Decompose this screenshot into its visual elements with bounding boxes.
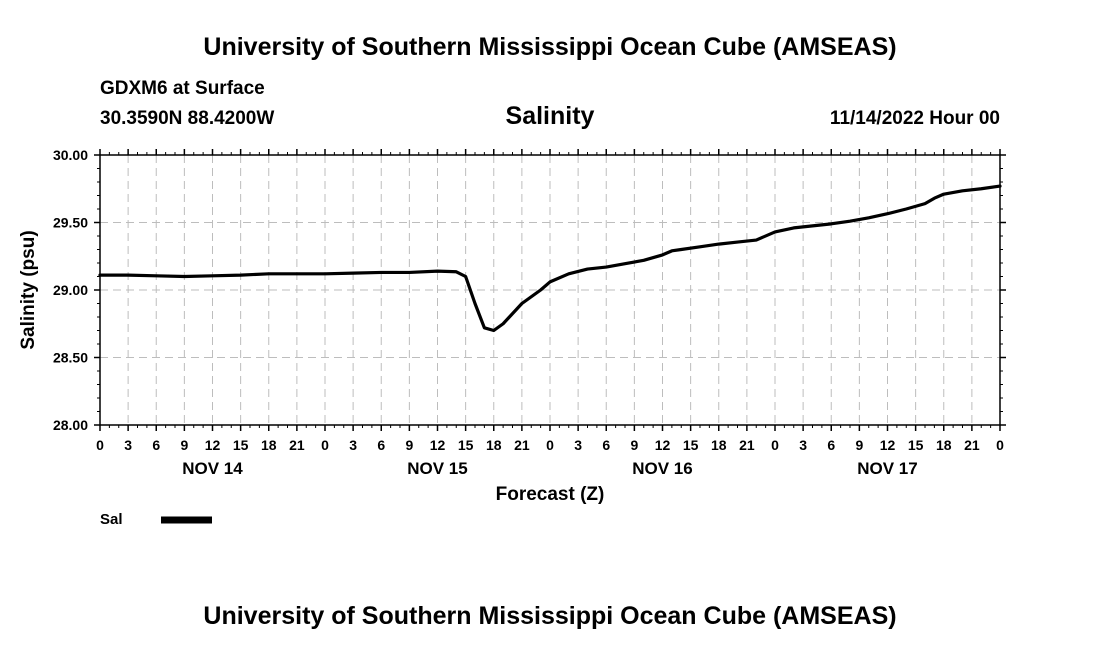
y-tick-label: 28.00 — [53, 417, 88, 433]
x-tick-label: 0 — [771, 437, 779, 453]
x-tick-label: 12 — [430, 437, 446, 453]
x-tick-label: 0 — [96, 437, 104, 453]
x-tick-label: 0 — [546, 437, 554, 453]
x-tick-label: 18 — [711, 437, 727, 453]
day-label: NOV 17 — [857, 459, 917, 478]
y-tick-labels: 28.00 28.50 29.00 29.50 30.00 — [53, 147, 88, 433]
y-tick-label: 28.50 — [53, 350, 88, 366]
x-tick-label: 9 — [630, 437, 638, 453]
chart-title: Salinity — [506, 102, 595, 130]
x-tick-label: 9 — [180, 437, 188, 453]
series-layer — [98, 184, 1002, 333]
x-tick-label: 12 — [880, 437, 896, 453]
x-tick-label: 21 — [964, 437, 980, 453]
x-tick-label: 15 — [458, 437, 474, 453]
forecast-datetime: 11/14/2022 Hour 00 — [830, 108, 1000, 129]
x-tick-labels: 0 3 6 9 12 15 18 21 0 3 6 9 12 15 18 21 0 3 6 9 12 15 18 21 0 3 6 9… — [96, 437, 1004, 453]
top-title: University of Southern Mississippi Ocean… — [203, 33, 896, 61]
x-tick-label: 3 — [349, 437, 357, 453]
x-tick-label: 6 — [377, 437, 385, 453]
x-tick-label: 3 — [574, 437, 582, 453]
x-tick-label: 18 — [261, 437, 277, 453]
location-label: 30.3590N 88.4200W — [100, 108, 274, 129]
bottom-title: University of Southern Mississippi Ocean… — [203, 602, 896, 630]
series-line-sal — [98, 184, 1002, 333]
x-tick-label: 6 — [827, 437, 835, 453]
x-tick-label: 18 — [936, 437, 952, 453]
x-tick-label: 15 — [233, 437, 249, 453]
day-labels: NOV 14 NOV 15 NOV 16 NOV 17 — [182, 459, 917, 478]
y-tick-label: 29.00 — [53, 282, 88, 298]
x-tick-label: 6 — [602, 437, 610, 453]
day-label: NOV 16 — [632, 459, 692, 478]
x-tick-label: 3 — [799, 437, 807, 453]
x-tick-label: 21 — [514, 437, 530, 453]
x-tick-label: 0 — [321, 437, 329, 453]
x-tick-label: 3 — [124, 437, 132, 453]
day-label: NOV 15 — [407, 459, 467, 478]
x-axis-label: Forecast (Z) — [496, 484, 605, 505]
x-tick-label: 15 — [908, 437, 924, 453]
legend-label: Sal — [100, 511, 123, 528]
plot-area-frame — [99, 154, 1001, 426]
y-tick-label: 29.50 — [53, 215, 88, 231]
x-tick-label: 9 — [855, 437, 863, 453]
x-tick-label: 15 — [683, 437, 699, 453]
station-label: GDXM6 at Surface — [100, 78, 265, 99]
y-axis-label: Salinity (psu) — [18, 230, 39, 349]
x-tick-label: 12 — [205, 437, 221, 453]
x-tick-label: 12 — [655, 437, 671, 453]
grid-lines — [100, 155, 1000, 425]
x-tick-label: 9 — [405, 437, 413, 453]
x-tick-label: 0 — [996, 437, 1004, 453]
x-tick-label: 6 — [152, 437, 160, 453]
day-label: NOV 14 — [182, 459, 243, 478]
y-tick-label: 30.00 — [53, 147, 88, 163]
x-tick-label: 18 — [486, 437, 502, 453]
x-tick-label: 21 — [289, 437, 305, 453]
x-tick-label: 21 — [739, 437, 755, 453]
